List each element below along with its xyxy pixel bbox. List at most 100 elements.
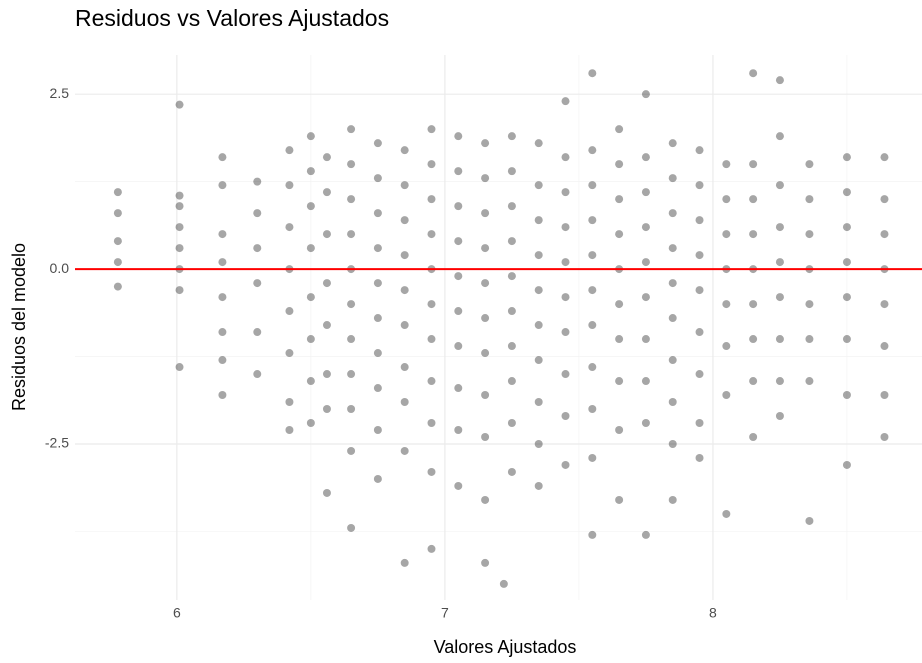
point <box>668 209 677 218</box>
point <box>427 418 436 427</box>
point <box>842 335 851 344</box>
point <box>775 412 784 421</box>
point <box>454 237 463 246</box>
point <box>842 460 851 469</box>
point <box>641 293 650 302</box>
point <box>749 335 758 344</box>
point <box>373 209 382 218</box>
point <box>427 195 436 204</box>
point <box>534 321 543 330</box>
point <box>641 90 650 99</box>
point <box>285 398 294 407</box>
point <box>347 300 356 309</box>
point <box>749 432 758 441</box>
point <box>373 314 382 323</box>
point <box>400 321 409 330</box>
point <box>722 160 731 169</box>
point <box>749 195 758 204</box>
point <box>347 335 356 344</box>
point <box>253 279 262 288</box>
point <box>842 293 851 302</box>
point <box>695 453 704 462</box>
point <box>641 530 650 539</box>
point <box>218 356 227 365</box>
chart-title: Residuos vs Valores Ajustados <box>75 5 389 31</box>
point <box>749 300 758 309</box>
point <box>175 202 184 211</box>
point <box>588 146 597 155</box>
point <box>615 335 624 344</box>
point <box>322 153 331 162</box>
point <box>668 314 677 323</box>
point <box>322 370 331 379</box>
point <box>373 244 382 253</box>
point <box>880 432 889 441</box>
point <box>322 488 331 497</box>
point <box>561 223 570 232</box>
point <box>880 342 889 351</box>
point <box>400 398 409 407</box>
point <box>695 251 704 260</box>
point <box>641 153 650 162</box>
point <box>113 188 122 197</box>
point <box>285 349 294 358</box>
point <box>253 370 262 379</box>
point <box>400 146 409 155</box>
point <box>175 363 184 372</box>
point <box>507 307 516 316</box>
point <box>615 230 624 239</box>
point <box>218 153 227 162</box>
point <box>805 377 814 386</box>
point <box>175 223 184 232</box>
point <box>306 418 315 427</box>
point <box>561 97 570 106</box>
point <box>641 335 650 344</box>
y-axis-label: Residuos del modelo <box>9 243 29 411</box>
point <box>218 293 227 302</box>
point <box>481 279 490 288</box>
point <box>722 391 731 400</box>
point <box>641 258 650 267</box>
point <box>285 181 294 190</box>
x-axis-label: Valores Ajustados <box>434 637 577 657</box>
point <box>427 544 436 553</box>
point <box>561 370 570 379</box>
point <box>218 328 227 337</box>
point <box>481 139 490 148</box>
x-tick-label: 8 <box>709 605 717 621</box>
point <box>285 146 294 155</box>
point <box>306 244 315 253</box>
point <box>805 335 814 344</box>
point <box>400 216 409 225</box>
point <box>481 558 490 567</box>
point <box>775 181 784 190</box>
point <box>400 446 409 455</box>
point <box>775 223 784 232</box>
point <box>427 467 436 476</box>
y-tick-label: 0.0 <box>50 260 70 276</box>
point <box>507 342 516 351</box>
point <box>695 216 704 225</box>
point <box>842 188 851 197</box>
point <box>507 237 516 246</box>
point <box>218 391 227 400</box>
point <box>842 258 851 267</box>
point <box>454 202 463 211</box>
point <box>588 216 597 225</box>
point <box>588 321 597 330</box>
point <box>175 100 184 109</box>
point <box>668 356 677 365</box>
point <box>805 230 814 239</box>
point <box>534 139 543 148</box>
point <box>775 377 784 386</box>
point <box>481 432 490 441</box>
point <box>805 195 814 204</box>
point <box>561 460 570 469</box>
point <box>534 481 543 490</box>
point <box>454 272 463 281</box>
point <box>880 153 889 162</box>
point <box>534 439 543 448</box>
point <box>454 167 463 176</box>
point <box>722 300 731 309</box>
